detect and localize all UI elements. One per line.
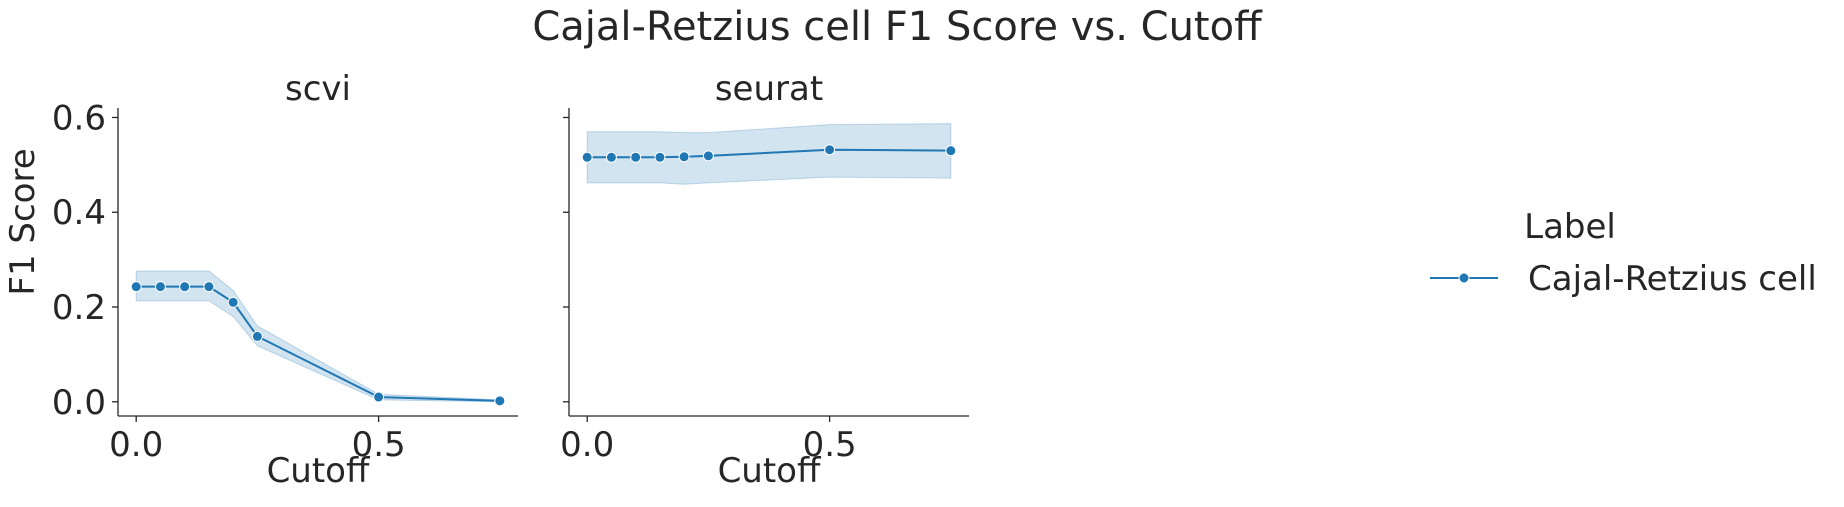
- x-tick-label: 0.0: [560, 425, 614, 465]
- data-point: [678, 151, 690, 163]
- data-point: [945, 145, 957, 157]
- x-axis-label: Cutoff: [267, 451, 371, 491]
- data-point: [227, 296, 239, 308]
- data-point: [203, 281, 215, 293]
- y-tick-label: 0.0: [52, 383, 106, 423]
- data-point: [702, 150, 714, 162]
- x-tick-label: 0.5: [352, 425, 406, 465]
- y-tick-label: 0.4: [52, 193, 106, 233]
- legend-entry-cajal-retzius-cell: Cajal-Retzius cell: [1528, 259, 1817, 299]
- figure-title: Cajal-Retzius cell F1 Score vs. Cutoff: [532, 4, 1263, 50]
- data-point: [630, 151, 642, 163]
- panel-title: scvi: [285, 69, 351, 109]
- x-axis-label: Cutoff: [718, 451, 822, 491]
- x-tick-label: 0.0: [109, 425, 163, 465]
- legend: Label Cajal-Retzius cell: [1430, 207, 1817, 299]
- data-point: [154, 281, 166, 293]
- panel-title: seurat: [715, 69, 823, 109]
- data-point: [179, 281, 191, 293]
- x-tick-label: 0.5: [803, 425, 857, 465]
- data-point: [494, 395, 506, 407]
- data-point: [654, 151, 666, 163]
- confidence-band: [135, 270, 501, 403]
- series-line: [136, 285, 500, 402]
- confidence-band: [586, 123, 952, 185]
- legend-title: Label: [1524, 207, 1616, 247]
- data-point: [605, 151, 617, 163]
- legend-point-marker: [1458, 272, 1470, 284]
- data-point: [130, 281, 142, 293]
- data-point: [581, 151, 593, 163]
- y-tick-label: 0.2: [52, 288, 106, 328]
- y-tick-label: 0.6: [52, 98, 106, 138]
- data-point: [373, 391, 385, 403]
- y-axis-label: F1 Score: [3, 148, 43, 295]
- data-point: [824, 144, 836, 156]
- data-point: [251, 330, 263, 342]
